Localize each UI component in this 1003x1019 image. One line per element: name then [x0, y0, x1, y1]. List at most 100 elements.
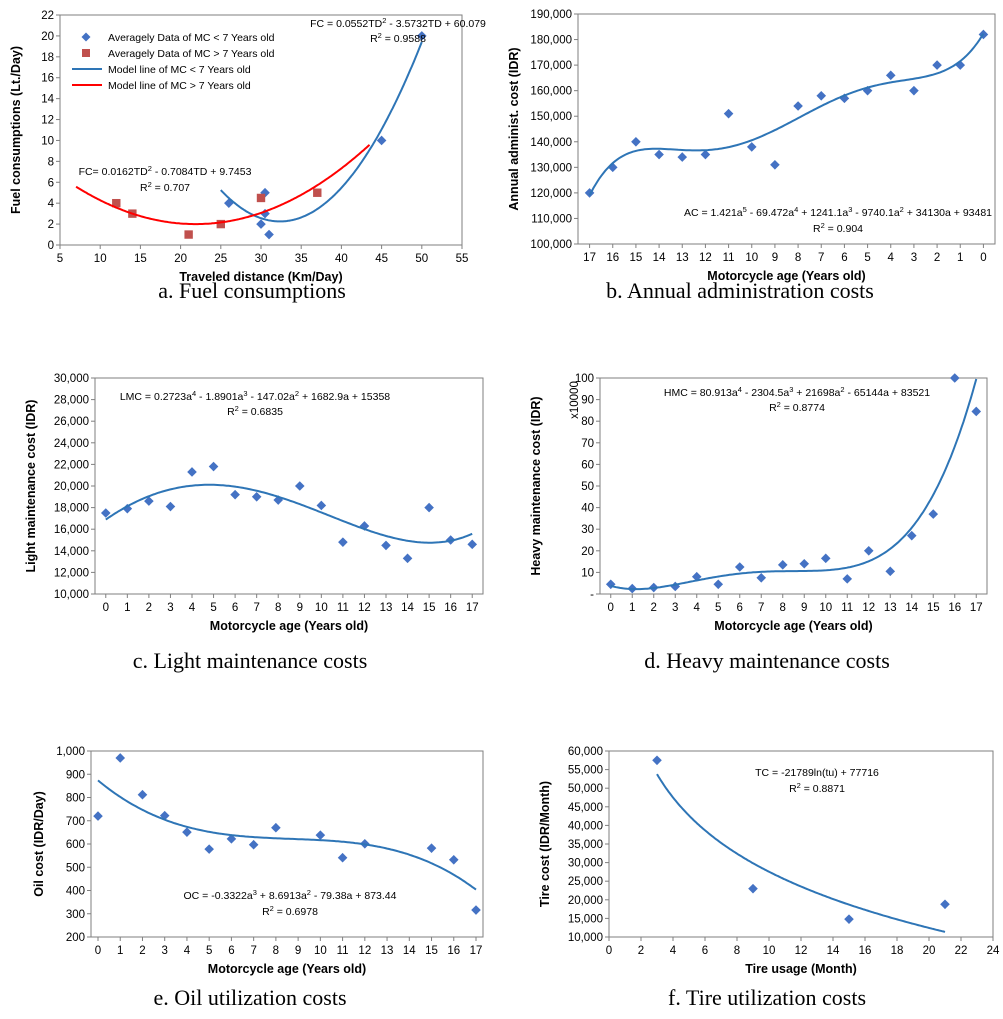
x-axis-label: Traveled distance (Km/Day) — [179, 270, 342, 284]
x-tick-label: 40 — [335, 253, 348, 265]
equation-label: FC = 0.0552TD2 - 3.5732TD + 60.079 — [310, 16, 486, 31]
y-tick-label: 18 — [41, 52, 54, 64]
y-axis-label: Tire cost (IDR/Month) — [538, 781, 552, 907]
data-point — [313, 188, 322, 197]
x-tick-label: 13 — [381, 945, 394, 957]
x-tick-label: 17 — [466, 602, 479, 614]
y-tick-label: 26,000 — [54, 416, 89, 428]
data-point — [204, 844, 214, 854]
y-tick-label: 170,000 — [530, 60, 572, 72]
x-tick-label: 7 — [253, 602, 259, 614]
trendline — [610, 378, 978, 591]
x-tick-label: 0 — [103, 602, 109, 614]
chart-caption: f. Tire utilization costs — [668, 985, 866, 1010]
data-point — [294, 481, 305, 491]
data-point — [122, 503, 133, 514]
y-tick-label: 30 — [581, 524, 594, 536]
chart-caption: e. Oil utilization costs — [153, 985, 346, 1010]
x-tick-label: 25 — [214, 253, 227, 265]
y-tick-label: 90 — [581, 395, 594, 407]
data-point — [448, 855, 459, 865]
data-point — [471, 905, 481, 915]
x-tick-label: 10 — [94, 253, 107, 265]
y-tick-label: 12,000 — [54, 567, 89, 579]
x-tick-label: 14 — [653, 252, 666, 264]
y-tick-label: 160,000 — [530, 86, 572, 98]
y-tick-label: 130,000 — [530, 162, 572, 174]
data-point — [631, 136, 641, 147]
x-tick-label: 6 — [232, 602, 238, 614]
x-tick-label: 16 — [444, 602, 457, 614]
y-tick-label: 18,000 — [54, 503, 89, 515]
y-tick-label: 100,000 — [530, 239, 572, 251]
x-tick-label: 6 — [737, 602, 743, 614]
x-tick-label: 17 — [583, 252, 596, 264]
r-squared-label: R2 = 0.9588 — [370, 31, 426, 46]
y-tick-label: 140,000 — [530, 137, 572, 149]
y-tick-label: 120,000 — [530, 188, 572, 200]
x-tick-label: 0 — [980, 252, 986, 264]
x-tick-label: 10 — [763, 945, 776, 957]
y-tick-label: 12 — [41, 115, 54, 127]
x-tick-label: 20 — [923, 945, 936, 957]
x-tick-label: 1 — [117, 945, 123, 957]
y-tick-label: 60 — [581, 459, 594, 471]
x-tick-label: 11 — [723, 252, 735, 264]
y-tick-label: 80 — [581, 416, 594, 428]
data-point — [793, 101, 803, 111]
x-tick-label: 6 — [702, 945, 708, 957]
x-tick-label: 8 — [780, 602, 786, 614]
data-point — [112, 198, 121, 208]
data-point — [376, 135, 387, 146]
data-point — [820, 553, 831, 564]
y-tick-label: 10 — [41, 135, 54, 147]
data-point — [770, 159, 780, 170]
x-tick-label: 24 — [987, 945, 1000, 957]
data-point — [93, 811, 103, 821]
data-point — [654, 149, 664, 160]
x-tick-label: 15 — [425, 945, 438, 957]
y-axis-label: Light maintenance cost (IDR) — [24, 400, 38, 573]
y-tick-label: 100 — [575, 373, 594, 385]
y-tick-label: 16 — [41, 73, 54, 85]
equation-label: LMC = 0.2723a4 - 1.8901a3 - 147.02a2 + 1… — [120, 389, 390, 404]
data-point — [115, 753, 126, 763]
chart-caption: b. Annual administration costs — [606, 278, 874, 303]
legend: Averagely Data of MC < 7 Years old Averag… — [72, 32, 275, 92]
x-tick-label: 9 — [295, 945, 301, 957]
chart-c: 10,000 12,000 14,000 16,000 18,000 20,000 22,0… — [24, 373, 484, 673]
legend-label: Averagely Data of MC < 7 Years old — [108, 32, 275, 44]
x-tick-label: 5 — [206, 945, 212, 957]
data-point — [337, 852, 348, 863]
data-point — [467, 539, 478, 550]
x-tick-label: 8 — [734, 945, 740, 957]
x-tick-label: 12 — [358, 945, 371, 957]
equation-label: HMC = 80.913a4 - 2304.5a3 + 21698a2 - 65… — [664, 385, 930, 400]
x-axis-label: Motorcycle age (Years old) — [208, 962, 366, 976]
data-point — [691, 571, 702, 582]
y-axis-label: Heavy maintenance cost (IDR) — [529, 396, 543, 575]
r-squared-label: R2 = 0.904 — [813, 221, 863, 236]
x-tick-label: 7 — [818, 252, 824, 264]
y-tick-label: 800 — [66, 793, 85, 805]
data-point — [955, 60, 966, 70]
y-tick-label: 20,000 — [54, 481, 89, 493]
chart-b: 100,000 110,000 120,000 130,000 140,000 150,0… — [507, 9, 996, 303]
data-point — [251, 492, 262, 502]
y-tick-label: 28,000 — [54, 395, 89, 407]
y-tick-label: 10,000 — [568, 932, 603, 944]
data-point — [746, 142, 757, 152]
data-point — [402, 553, 413, 564]
data-point — [885, 70, 896, 81]
plot-area — [94, 377, 484, 595]
y-tick-label: 180,000 — [530, 35, 572, 47]
x-tick-label: 45 — [375, 253, 388, 265]
x-tick-label: 10 — [314, 945, 327, 957]
y-tick-label: - — [590, 589, 594, 601]
data-point — [273, 495, 284, 505]
y-tick-label: 40,000 — [568, 820, 603, 832]
x-tick-label: 15 — [134, 253, 147, 265]
data-point — [417, 31, 427, 41]
data-point — [338, 537, 348, 547]
